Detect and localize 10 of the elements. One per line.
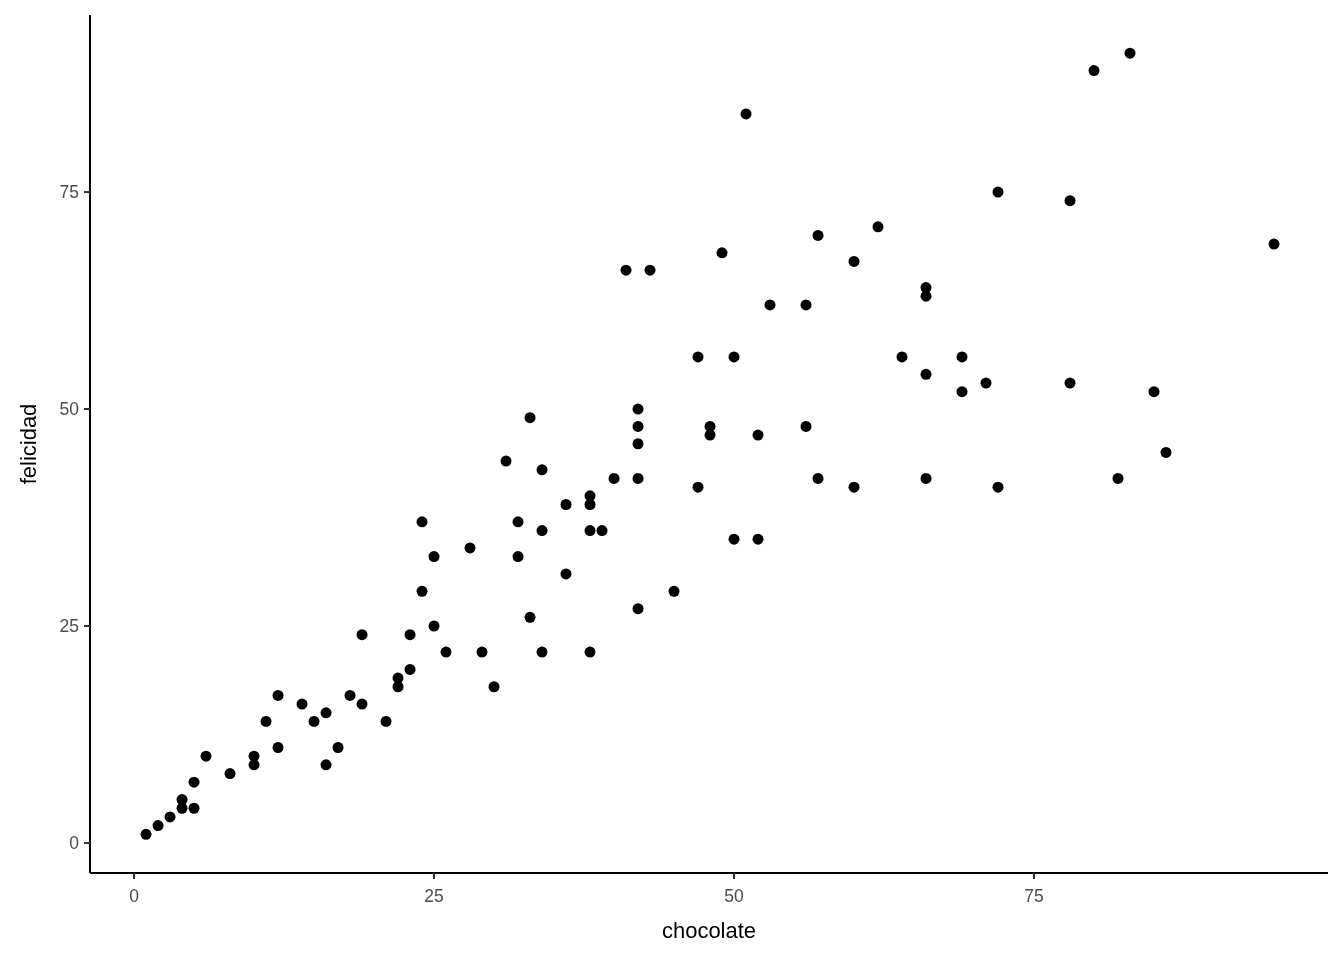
- x-tick-label: 0: [129, 886, 140, 906]
- x-tick-label: 50: [724, 886, 745, 906]
- x-axis-title: chocolate: [661, 918, 757, 943]
- x-tick-label: 25: [424, 886, 444, 906]
- y-axis-title: felicidad: [16, 403, 41, 485]
- y-tick-label: 25: [59, 616, 79, 637]
- y-tick-label: 75: [59, 182, 79, 203]
- x-tick-label: 75: [1024, 886, 1044, 906]
- y-tick-label: 0: [69, 833, 80, 854]
- y-tick-label: 50: [59, 399, 80, 420]
